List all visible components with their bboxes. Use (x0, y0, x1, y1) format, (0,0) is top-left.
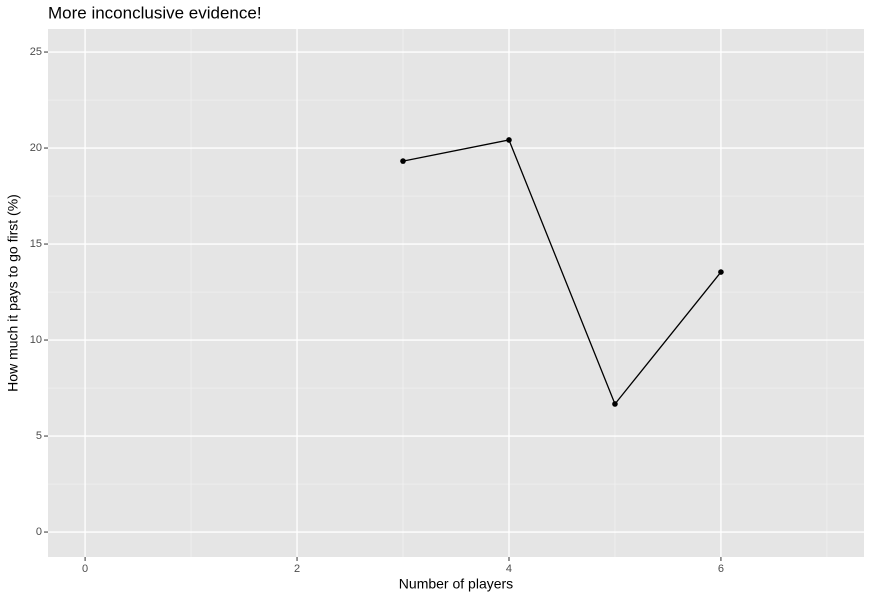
point (506, 137, 512, 143)
y-tick-label: 10 (30, 334, 42, 346)
x-tick-label: 2 (294, 563, 300, 575)
y-tick-label: 25 (30, 46, 42, 58)
grid (48, 29, 864, 557)
chart-title: More inconclusive evidence! (48, 3, 262, 22)
point (718, 269, 724, 275)
x-axis-label: Number of players (399, 576, 513, 592)
y-axis-label: How much it pays to go first (%) (5, 194, 21, 392)
point (400, 158, 406, 164)
panel (48, 29, 864, 557)
x-tick-label: 0 (82, 563, 88, 575)
y-tick-label: 20 (30, 142, 42, 154)
y-tick-label: 0 (36, 526, 42, 538)
point (612, 401, 618, 407)
x-tick-label: 4 (506, 563, 512, 575)
y-tick-label: 15 (30, 238, 42, 250)
x-tick-label: 6 (718, 563, 724, 575)
line (402, 139, 722, 406)
y-tick-label: 5 (36, 430, 42, 442)
